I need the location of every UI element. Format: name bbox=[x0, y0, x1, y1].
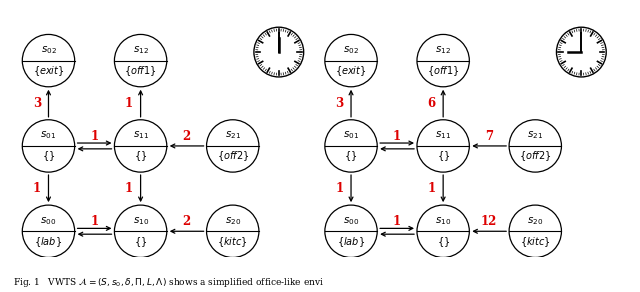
Text: $\{off1\}$: $\{off1\}$ bbox=[427, 64, 460, 78]
Text: $s_{02}$: $s_{02}$ bbox=[40, 44, 56, 56]
Circle shape bbox=[325, 34, 377, 87]
Text: 1: 1 bbox=[125, 182, 133, 195]
Text: $s_{01}$: $s_{01}$ bbox=[40, 130, 56, 141]
Text: 1: 1 bbox=[125, 97, 133, 110]
Circle shape bbox=[254, 27, 303, 77]
Text: $s_{11}$: $s_{11}$ bbox=[435, 130, 451, 141]
Text: 1: 1 bbox=[428, 182, 436, 195]
Circle shape bbox=[417, 34, 469, 87]
Text: 1: 1 bbox=[33, 182, 41, 195]
Text: 6: 6 bbox=[428, 97, 436, 110]
Text: $s_{11}$: $s_{11}$ bbox=[132, 130, 148, 141]
Text: $\{kitc\}$: $\{kitc\}$ bbox=[520, 235, 550, 249]
Circle shape bbox=[325, 205, 377, 258]
Circle shape bbox=[509, 120, 561, 172]
Text: 3: 3 bbox=[335, 97, 344, 110]
Text: 1: 1 bbox=[393, 215, 401, 228]
Text: $\{\}$: $\{\}$ bbox=[436, 150, 450, 163]
Text: $\{\}$: $\{\}$ bbox=[42, 150, 55, 163]
Circle shape bbox=[417, 205, 469, 258]
Text: 1: 1 bbox=[335, 182, 344, 195]
Text: $s_{21}$: $s_{21}$ bbox=[527, 130, 543, 141]
Text: $\{off2\}$: $\{off2\}$ bbox=[519, 150, 552, 163]
Text: $\{\}$: $\{\}$ bbox=[134, 235, 147, 249]
Text: $s_{12}$: $s_{12}$ bbox=[435, 44, 451, 56]
Text: $s_{00}$: $s_{00}$ bbox=[40, 215, 56, 227]
Text: $s_{10}$: $s_{10}$ bbox=[435, 215, 451, 227]
Text: $s_{20}$: $s_{20}$ bbox=[225, 215, 241, 227]
Text: 12: 12 bbox=[481, 215, 497, 228]
Text: $s_{20}$: $s_{20}$ bbox=[527, 215, 543, 227]
Circle shape bbox=[115, 205, 167, 258]
Text: 1: 1 bbox=[393, 130, 401, 143]
Text: 7: 7 bbox=[485, 130, 493, 143]
Text: 2: 2 bbox=[182, 215, 191, 228]
Text: $\{off2\}$: $\{off2\}$ bbox=[216, 150, 249, 163]
Text: $\{lab\}$: $\{lab\}$ bbox=[35, 235, 63, 249]
Text: $\{exit\}$: $\{exit\}$ bbox=[335, 64, 367, 78]
Text: $s_{01}$: $s_{01}$ bbox=[343, 130, 359, 141]
Text: $\{lab\}$: $\{lab\}$ bbox=[337, 235, 365, 249]
Circle shape bbox=[417, 120, 469, 172]
Text: $s_{21}$: $s_{21}$ bbox=[225, 130, 241, 141]
Text: $\{exit\}$: $\{exit\}$ bbox=[33, 64, 64, 78]
Circle shape bbox=[22, 205, 75, 258]
Text: Fig. 1   VWTS $\mathcal{A} = (S, s_0, \delta, \Pi, L, \Lambda)$ shows a simplifi: Fig. 1 VWTS $\mathcal{A} = (S, s_0, \del… bbox=[13, 276, 324, 289]
Circle shape bbox=[325, 120, 377, 172]
Text: 3: 3 bbox=[33, 97, 41, 110]
Text: $s_{10}$: $s_{10}$ bbox=[132, 215, 148, 227]
Text: $s_{00}$: $s_{00}$ bbox=[343, 215, 359, 227]
Circle shape bbox=[207, 205, 259, 258]
Text: $\{\}$: $\{\}$ bbox=[134, 150, 147, 163]
Text: 2: 2 bbox=[182, 130, 191, 143]
Circle shape bbox=[207, 120, 259, 172]
Text: $\{off1\}$: $\{off1\}$ bbox=[124, 64, 157, 78]
Circle shape bbox=[22, 34, 75, 87]
Text: 1: 1 bbox=[90, 215, 99, 228]
Circle shape bbox=[115, 34, 167, 87]
Circle shape bbox=[509, 205, 561, 258]
Text: 1: 1 bbox=[90, 130, 99, 143]
Circle shape bbox=[115, 120, 167, 172]
Text: $\{kitc\}$: $\{kitc\}$ bbox=[218, 235, 248, 249]
Circle shape bbox=[22, 120, 75, 172]
Text: $s_{12}$: $s_{12}$ bbox=[132, 44, 148, 56]
Text: $s_{02}$: $s_{02}$ bbox=[343, 44, 359, 56]
Text: $\{\}$: $\{\}$ bbox=[344, 150, 358, 163]
Text: $\{\}$: $\{\}$ bbox=[436, 235, 450, 249]
Circle shape bbox=[556, 27, 606, 77]
